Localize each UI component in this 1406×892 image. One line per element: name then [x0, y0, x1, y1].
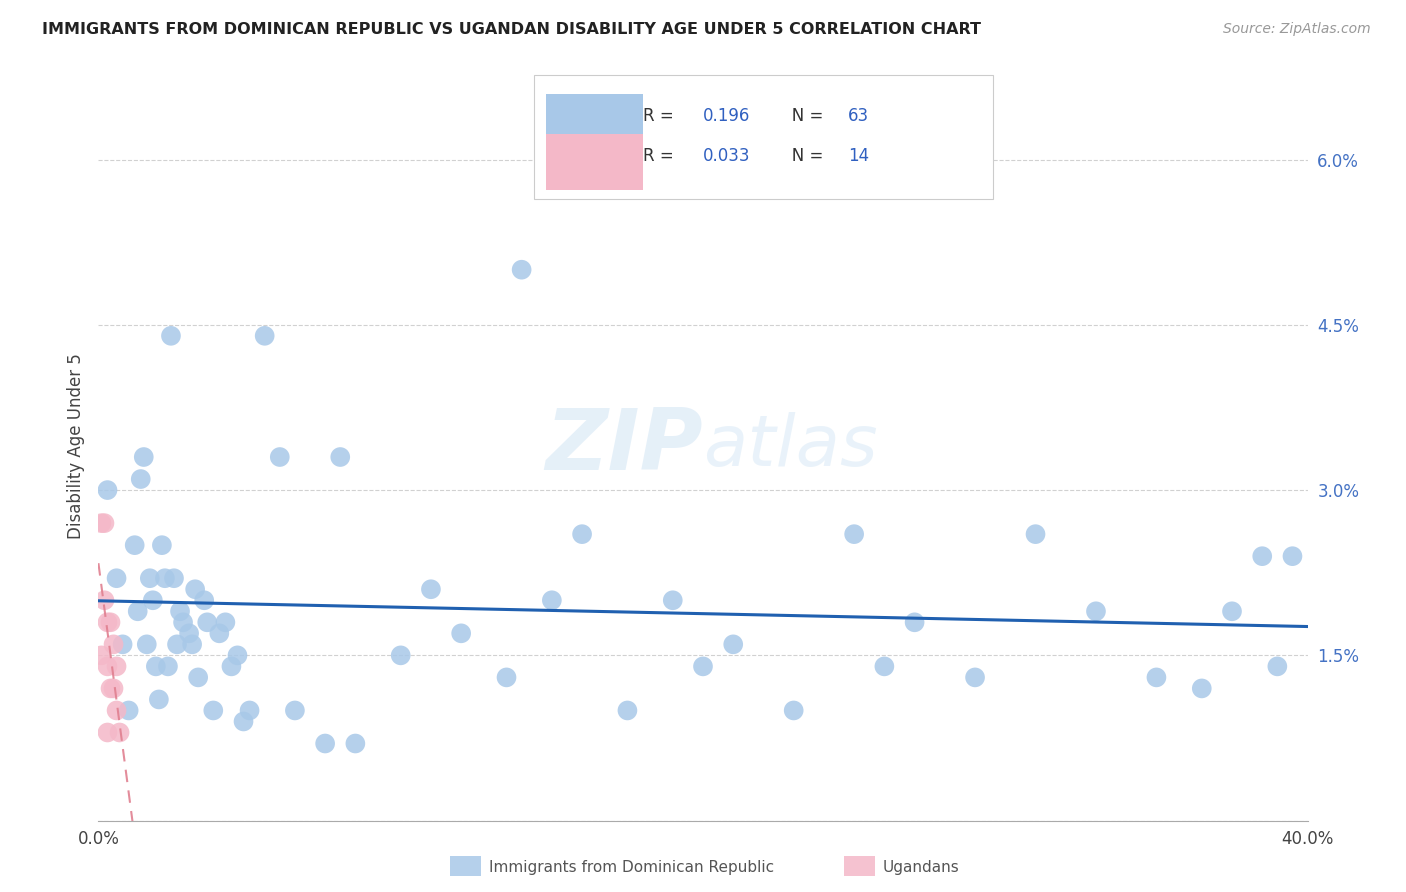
Text: Immigrants from Dominican Republic: Immigrants from Dominican Republic: [489, 861, 775, 875]
Point: [90, 648, 112, 663]
Point: [105, 659, 128, 673]
Point: [129, 472, 152, 486]
Point: [127, 604, 149, 618]
Text: 0.196: 0.196: [703, 107, 751, 125]
Point: [96, 725, 118, 739]
Point: [253, 328, 276, 343]
Point: [90, 516, 112, 530]
Point: [148, 692, 170, 706]
Point: [166, 637, 188, 651]
Text: R =: R =: [643, 107, 683, 125]
Point: [510, 262, 533, 277]
Text: IMMIGRANTS FROM DOMINICAN REPUBLIC VS UGANDAN DISABILITY AGE UNDER 5 CORRELATION: IMMIGRANTS FROM DOMINICAN REPUBLIC VS UG…: [42, 22, 981, 37]
Point: [96, 483, 118, 497]
FancyBboxPatch shape: [534, 75, 993, 199]
Point: [100, 681, 122, 696]
Text: Source: ZipAtlas.com: Source: ZipAtlas.com: [1223, 22, 1371, 37]
Point: [93, 593, 115, 607]
Point: [202, 703, 225, 717]
Text: N =: N =: [776, 147, 828, 165]
Point: [1251, 549, 1274, 564]
Point: [96, 615, 118, 630]
Point: [389, 648, 412, 663]
Point: [172, 615, 194, 630]
Point: [153, 571, 176, 585]
Text: atlas: atlas: [703, 411, 877, 481]
Point: [1144, 670, 1167, 684]
Point: [221, 659, 243, 673]
Text: 63: 63: [848, 107, 869, 125]
Point: [904, 615, 927, 630]
Point: [93, 516, 115, 530]
Point: [540, 593, 562, 607]
Text: ZIP: ZIP: [546, 404, 703, 488]
Point: [118, 703, 141, 717]
Point: [193, 593, 215, 607]
Point: [108, 725, 131, 739]
Point: [661, 593, 683, 607]
Point: [450, 626, 472, 640]
Point: [495, 670, 517, 684]
Point: [179, 626, 201, 640]
Point: [965, 670, 987, 684]
Point: [163, 571, 186, 585]
Text: N =: N =: [776, 107, 828, 125]
Point: [187, 670, 209, 684]
Text: Ugandans: Ugandans: [883, 861, 960, 875]
Point: [873, 659, 896, 673]
Point: [232, 714, 254, 729]
Point: [208, 626, 231, 640]
Point: [1220, 604, 1243, 618]
Point: [1024, 527, 1046, 541]
Point: [239, 703, 262, 717]
Point: [145, 659, 167, 673]
Point: [783, 703, 806, 717]
Point: [284, 703, 307, 717]
Point: [111, 637, 134, 651]
Point: [1085, 604, 1108, 618]
Point: [105, 571, 128, 585]
Point: [103, 637, 125, 651]
Point: [100, 615, 122, 630]
Point: [160, 328, 183, 343]
Text: R =: R =: [643, 147, 683, 165]
Point: [1267, 659, 1289, 673]
Point: [139, 571, 162, 585]
Point: [103, 681, 125, 696]
Point: [344, 737, 367, 751]
Point: [96, 659, 118, 673]
Point: [105, 703, 128, 717]
Point: [135, 637, 157, 651]
Point: [329, 450, 352, 464]
Point: [150, 538, 173, 552]
Text: 14: 14: [848, 147, 869, 165]
Point: [571, 527, 593, 541]
Point: [1281, 549, 1303, 564]
FancyBboxPatch shape: [546, 134, 643, 190]
Y-axis label: Disability Age Under 5: Disability Age Under 5: [66, 353, 84, 539]
Point: [195, 615, 218, 630]
Point: [420, 582, 443, 597]
Point: [181, 637, 204, 651]
Point: [156, 659, 179, 673]
Point: [214, 615, 236, 630]
Point: [844, 527, 866, 541]
FancyBboxPatch shape: [546, 94, 643, 150]
Point: [723, 637, 745, 651]
Point: [169, 604, 191, 618]
Point: [124, 538, 146, 552]
Point: [142, 593, 165, 607]
Point: [184, 582, 207, 597]
Point: [226, 648, 249, 663]
Point: [616, 703, 638, 717]
Point: [692, 659, 714, 673]
Point: [314, 737, 336, 751]
Point: [269, 450, 291, 464]
Point: [1191, 681, 1213, 696]
Text: 0.033: 0.033: [703, 147, 751, 165]
Point: [132, 450, 155, 464]
